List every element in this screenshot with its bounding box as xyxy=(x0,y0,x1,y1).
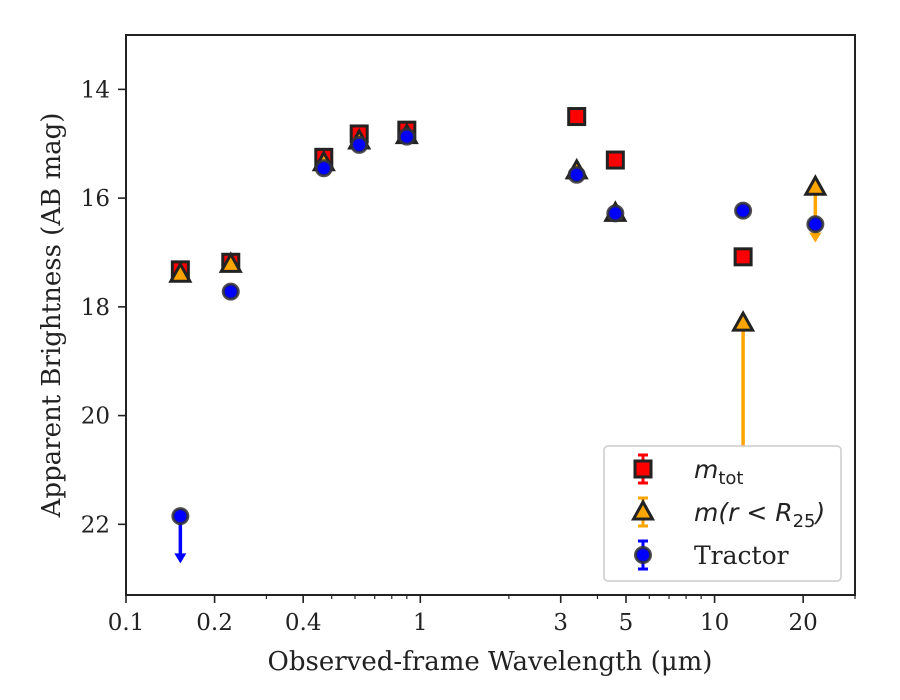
x-axis-title: Observed-frame Wavelength (μm) xyxy=(268,647,713,677)
data-point-square xyxy=(567,107,587,127)
data-point-circle xyxy=(397,127,416,146)
legend-marker-square xyxy=(633,459,653,479)
plot-frame xyxy=(125,34,856,596)
data-point-circle xyxy=(606,204,625,223)
x-tick-label: 0.2 xyxy=(196,610,233,636)
legend-label: m(r < R25) xyxy=(694,498,825,532)
data-point-square xyxy=(733,247,753,267)
axis-ticks: 0.1 0.2 0.4 1 3 5 10 20 14 16 18 20 22 xyxy=(81,77,856,636)
legend-label: mtot xyxy=(694,455,744,489)
limit-arrow-head xyxy=(174,553,187,564)
legend-box xyxy=(603,445,842,582)
data-point-circle xyxy=(806,215,825,234)
series-0 xyxy=(170,107,753,280)
x-tick-label: 20 xyxy=(789,610,818,636)
x-tick-label: 3 xyxy=(553,610,568,636)
legend-label: Tractor xyxy=(694,541,789,570)
data-point-square xyxy=(605,150,625,170)
y-tick-label: 22 xyxy=(81,512,110,538)
x-tick-label: 1 xyxy=(413,610,428,636)
data-point-circle xyxy=(350,135,369,154)
data-point-triangle xyxy=(803,174,828,196)
limit-arrow-head xyxy=(809,232,822,243)
chart-marks xyxy=(168,107,828,564)
data-point-circle xyxy=(171,507,190,526)
data-point-circle xyxy=(734,201,753,220)
series-2 xyxy=(171,127,825,564)
x-tick-label: 5 xyxy=(619,610,634,636)
y-tick-label: 16 xyxy=(81,186,110,212)
y-tick-label: 18 xyxy=(81,295,110,321)
x-tick-label: 0.4 xyxy=(285,610,322,636)
data-point-triangle xyxy=(731,310,756,332)
series-1 xyxy=(168,122,828,449)
data-point-triangle xyxy=(218,251,243,273)
data-point-circle xyxy=(567,165,586,184)
legend: mtot m(r < R25) Tractor xyxy=(603,445,842,582)
y-tick-label: 20 xyxy=(81,404,110,430)
data-point-circle xyxy=(221,282,240,301)
y-tick-label: 14 xyxy=(81,77,110,103)
data-point-circle xyxy=(314,159,333,178)
data-point-triangle xyxy=(168,261,193,283)
legend-marker-circle xyxy=(634,546,652,564)
x-tick-label: 10 xyxy=(700,610,729,636)
y-axis-title: Apparent Brightness (AB mag) xyxy=(37,113,67,519)
legend-marker-triangle xyxy=(630,498,656,521)
x-tick-label: 0.1 xyxy=(108,610,145,636)
